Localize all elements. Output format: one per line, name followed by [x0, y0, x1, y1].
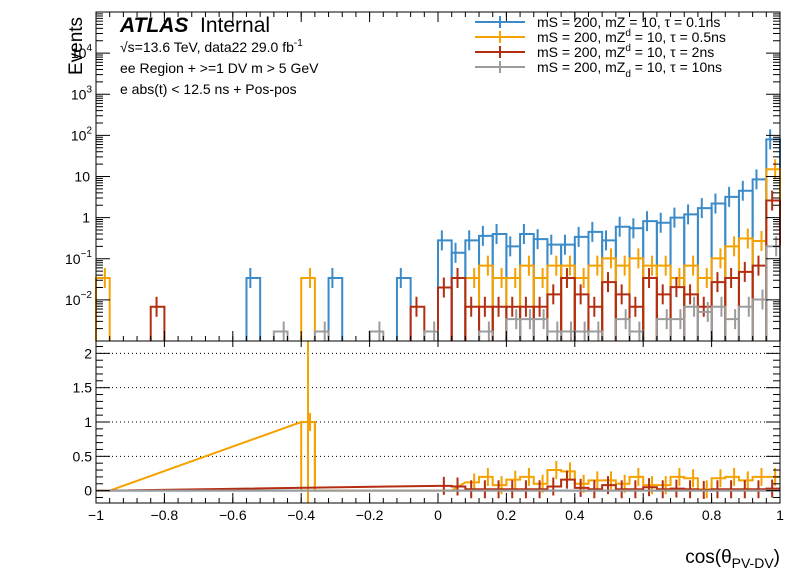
top-bin: [751, 298, 768, 341]
y-tick-label: 0.5: [73, 448, 93, 464]
x-tick-label: 1: [776, 507, 784, 523]
legend-entry: mS = 200, mZ = 10, τ = 0.1ns: [537, 14, 720, 30]
top-bin: [560, 330, 576, 341]
top-bin: [395, 277, 412, 341]
top-bin: [478, 234, 494, 341]
top-bin: [628, 227, 645, 341]
ratio-series: [96, 341, 780, 503]
x-axis-title: cos(θPV-DV): [685, 547, 780, 571]
x-tick-label: −1: [88, 507, 104, 523]
top-bin: [710, 257, 727, 341]
ratio-y-axis: 0 0.5 1 1.5 2: [73, 345, 780, 499]
top-bin: [696, 207, 713, 341]
top-bin: [532, 238, 549, 341]
top-bin: [724, 245, 740, 341]
top-bin: [368, 330, 385, 341]
top-bin: [765, 168, 781, 341]
top-bin: [464, 239, 481, 341]
top-bin: [614, 318, 631, 341]
top-y-axis: 10−2 10−1 1 10 102 103 104: [65, 13, 780, 342]
top-bin: [423, 330, 439, 341]
legend-entry: mS = 200, mZd = 10, τ = 10ns: [537, 59, 722, 80]
y-tick-label: 103: [71, 84, 93, 102]
top-bin: [642, 277, 658, 341]
legend-entry: mS = 200, mZd = 10, τ = 2ns: [537, 43, 714, 60]
top-bin: [587, 330, 604, 341]
top-bin: [519, 264, 535, 341]
legend-entry: mS = 200, mZd = 10, τ = 0.5ns: [537, 28, 726, 45]
y-tick-label: 10−1: [65, 249, 92, 267]
top-panel: 10−2 10−1 1 10 102 103 104: [65, 11, 781, 342]
top-bin: [300, 277, 316, 341]
top-bin: [519, 232, 535, 341]
top-bin: [450, 251, 467, 341]
y-tick-label: 1: [82, 210, 90, 226]
top-bin: [601, 257, 617, 341]
y-tick-label: 10−2: [65, 290, 92, 308]
top-bin: [327, 277, 344, 341]
top-bin: [519, 318, 535, 341]
ratio-bin: [96, 421, 780, 492]
top-bin: [587, 230, 604, 341]
top-bin: [655, 221, 672, 341]
top-bin: [478, 330, 494, 341]
top-bin: [642, 264, 658, 341]
x-tick-label: −0.6: [219, 507, 247, 523]
ratio-frame: [95, 340, 781, 504]
top-bin: [573, 330, 590, 341]
y-tick-label: 1.5: [73, 380, 93, 396]
atlas-label: ATLAS: [119, 14, 188, 37]
top-bin: [683, 213, 699, 341]
y-tick-label: 10: [74, 169, 90, 185]
top-bin: [737, 305, 754, 341]
top-series: [149, 190, 781, 341]
internal-label: Internal: [200, 14, 270, 37]
top-bin: [655, 318, 672, 341]
y-tick-label: 0: [84, 483, 92, 499]
top-bin: [505, 318, 522, 341]
x-tick-label: −0.2: [356, 507, 384, 523]
y-tick-label: 1: [84, 414, 92, 430]
top-bin: [642, 220, 658, 341]
y-tick-label: 102: [71, 125, 93, 143]
y-tick-label: 2: [84, 345, 92, 361]
top-bin: [669, 318, 686, 341]
top-bin: [505, 245, 522, 341]
y-tick-label: 104: [71, 43, 93, 61]
y-axis-title: Events: [66, 17, 87, 75]
top-bin: [546, 330, 563, 341]
top-bin: [614, 264, 631, 341]
x-tick-label: −0.4: [287, 507, 315, 523]
x-tick-label: 0.8: [702, 507, 722, 523]
top-bin: [491, 232, 508, 341]
top-bin: [245, 277, 262, 341]
top-bin: [519, 305, 535, 341]
top-bin: [272, 330, 289, 341]
x-tick-label: −0.8: [151, 507, 179, 523]
x-tick-label: 0: [434, 507, 442, 523]
x-tick-label: 0.6: [633, 507, 653, 523]
region-label: ee Region + >=1 DV m > 5 GeV: [120, 60, 319, 76]
energy-lumi-label: √s=13.6 TeV, data22 29.0 fb-1: [120, 38, 303, 55]
top-bin: [614, 225, 631, 341]
x-tick-label: 0.4: [565, 507, 585, 523]
selection-label: e abs(t) < 12.5 ns + Pos-pos: [120, 81, 297, 97]
top-bin: [560, 243, 576, 341]
top-bin: [737, 237, 754, 341]
top-bin: [751, 264, 768, 341]
top-bin: [313, 330, 330, 341]
top-bin: [614, 293, 631, 341]
top-bin: [737, 189, 754, 341]
top-bin: [628, 330, 645, 341]
top-bin: [710, 305, 727, 341]
top-bin: [683, 305, 699, 341]
ratio-panel: −1 −0.8 −0.6 −0.4 −0.2 0 0.2 0.4 0.6 0.8 100.511.5…: [73, 12, 784, 523]
x-tick-label: 0.2: [497, 507, 517, 523]
top-series: [272, 236, 781, 342]
top-bin: [724, 318, 740, 341]
x-axis: −1 −0.8 −0.6 −0.4 −0.2 0 0.2 0.4 0.6 0.8 1: [88, 12, 784, 523]
top-bin: [532, 318, 549, 341]
